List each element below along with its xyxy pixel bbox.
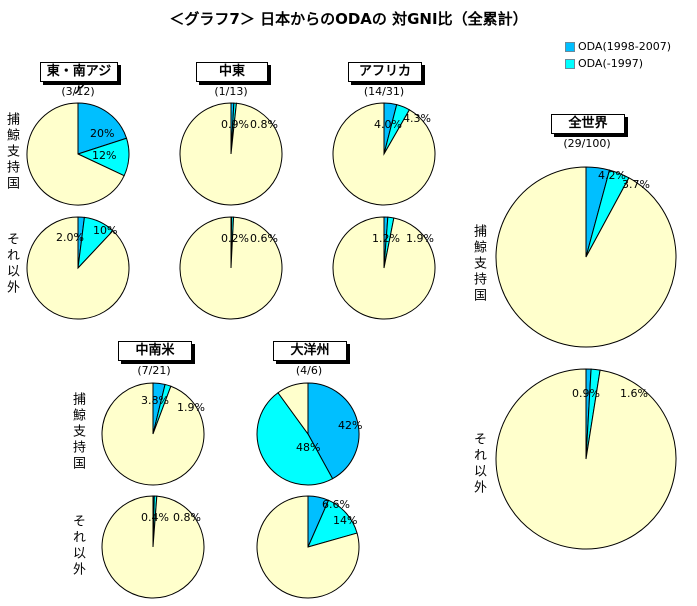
pie-slice-recent [307,382,360,480]
region-count-oceania: (4/6) [295,364,323,377]
data-label-older: 1.6% [620,387,648,400]
legend-swatch-older [565,58,575,69]
chart-title: ＜グラフ7＞ 日本からのODAの 対GNI比（全累計） [169,10,528,28]
data-label-recent: 6.6% [322,498,350,511]
legend-item-recent: ODA(1998-2007) [565,38,671,55]
data-label-recent: 42% [338,419,362,432]
data-label-recent: 0.9% [221,118,249,131]
pie-slice-rest [332,102,436,206]
data-label-older: 1.9% [406,232,434,245]
data-label-recent: 20% [90,127,114,140]
region-count-africa: (14/31) [363,85,405,98]
row-label-support-bottom: 捕鯨支持国 [70,392,85,472]
row-label-other-world: それ以外 [471,432,486,496]
pie-6: 4.2%3.7% [495,166,677,348]
data-label-recent: 2.0% [56,231,84,244]
pie-10: 42% 48% [256,382,362,486]
pie-7: 0.9% 1.6% [495,368,677,550]
legend: ODA(1998-2007) ODA(-1997) [565,38,671,72]
row-label-other-bottom: それ以外 [70,514,85,578]
region-label-latin-america: 中南米 [118,341,192,361]
data-label-older: 14% [333,514,357,527]
data-label-recent: 3.8% [141,394,169,407]
row-label-other-left: それ以外 [4,232,19,296]
legend-label-recent: ODA(1998-2007) [578,40,672,53]
legend-item-older: ODA(-1997) [565,55,671,72]
data-label-older: 4.3% [403,112,431,125]
region-count-world: (29/100) [563,137,611,150]
data-label-recent: 4.0% [374,118,402,131]
region-label-oceania: 大洋州 [273,341,347,361]
pie-slice-rest [26,102,125,206]
pie-slice-older [256,392,334,486]
pie-slice-rest [179,216,283,320]
legend-swatch-recent [565,41,575,52]
pie-slice-rest [332,216,436,320]
data-label-recent: 0.2% [221,232,249,245]
data-label-older: 48% [296,441,320,454]
pie-slice-rest [179,102,283,206]
pie-slice-rest [495,368,677,550]
pie-2: 0.9% 0.8% [179,102,283,206]
data-label-recent: 1.2% [372,232,400,245]
pie-slice-rest [256,495,360,599]
region-label-africa: アフリカ [348,62,422,82]
region-count-latin-america: (7/21) [137,364,171,377]
pie-slice-rest [101,382,205,486]
data-label-older: 1.9% [177,401,205,414]
row-label-support-world: 捕鯨支持国 [471,224,486,304]
pie-slice-rest [277,382,309,436]
data-label-older: 3.7% [622,178,650,191]
pie-3: 0.2% 0.6% [179,216,283,320]
data-label-older: 12% [92,149,116,162]
region-label-middle-east: 中東 [196,62,268,82]
data-label-older: 0.6% [250,232,278,245]
data-label-recent: 0.4% [141,511,169,524]
data-label-recent: 4.2% [598,169,626,182]
pie-1: 2.0% 10% [26,216,130,320]
pie-9: 0.4% 0.8% [101,495,205,599]
data-label-recent: 0.9% [572,387,600,400]
region-label-east-south-asia: 東・南アジア [40,62,118,97]
data-label-older: 0.8% [173,511,201,524]
data-label-older: 10% [93,224,117,237]
legend-label-older: ODA(-1997) [578,57,644,70]
pie-4: 4.0% 4.3% [332,102,436,206]
region-label-world: 全世界 [551,114,625,134]
pie-0: 20% 12% [26,102,130,206]
pie-slice-recent [77,102,128,155]
row-label-support-left: 捕鯨支持国 [4,112,19,192]
pie-8: 3.8% 1.9% [101,382,205,486]
region-count-middle-east: (1/13) [214,85,248,98]
pie-slice-rest [495,166,677,348]
pie-11: 6.6% 14% [256,495,360,599]
pie-slice-rest [26,216,130,320]
pie-5: 1.2% 1.9% [332,216,436,320]
data-label-older: 0.8% [250,118,278,131]
pie-slice-rest [101,495,205,599]
region-count-east-south-asia: (3/12) [61,85,95,98]
